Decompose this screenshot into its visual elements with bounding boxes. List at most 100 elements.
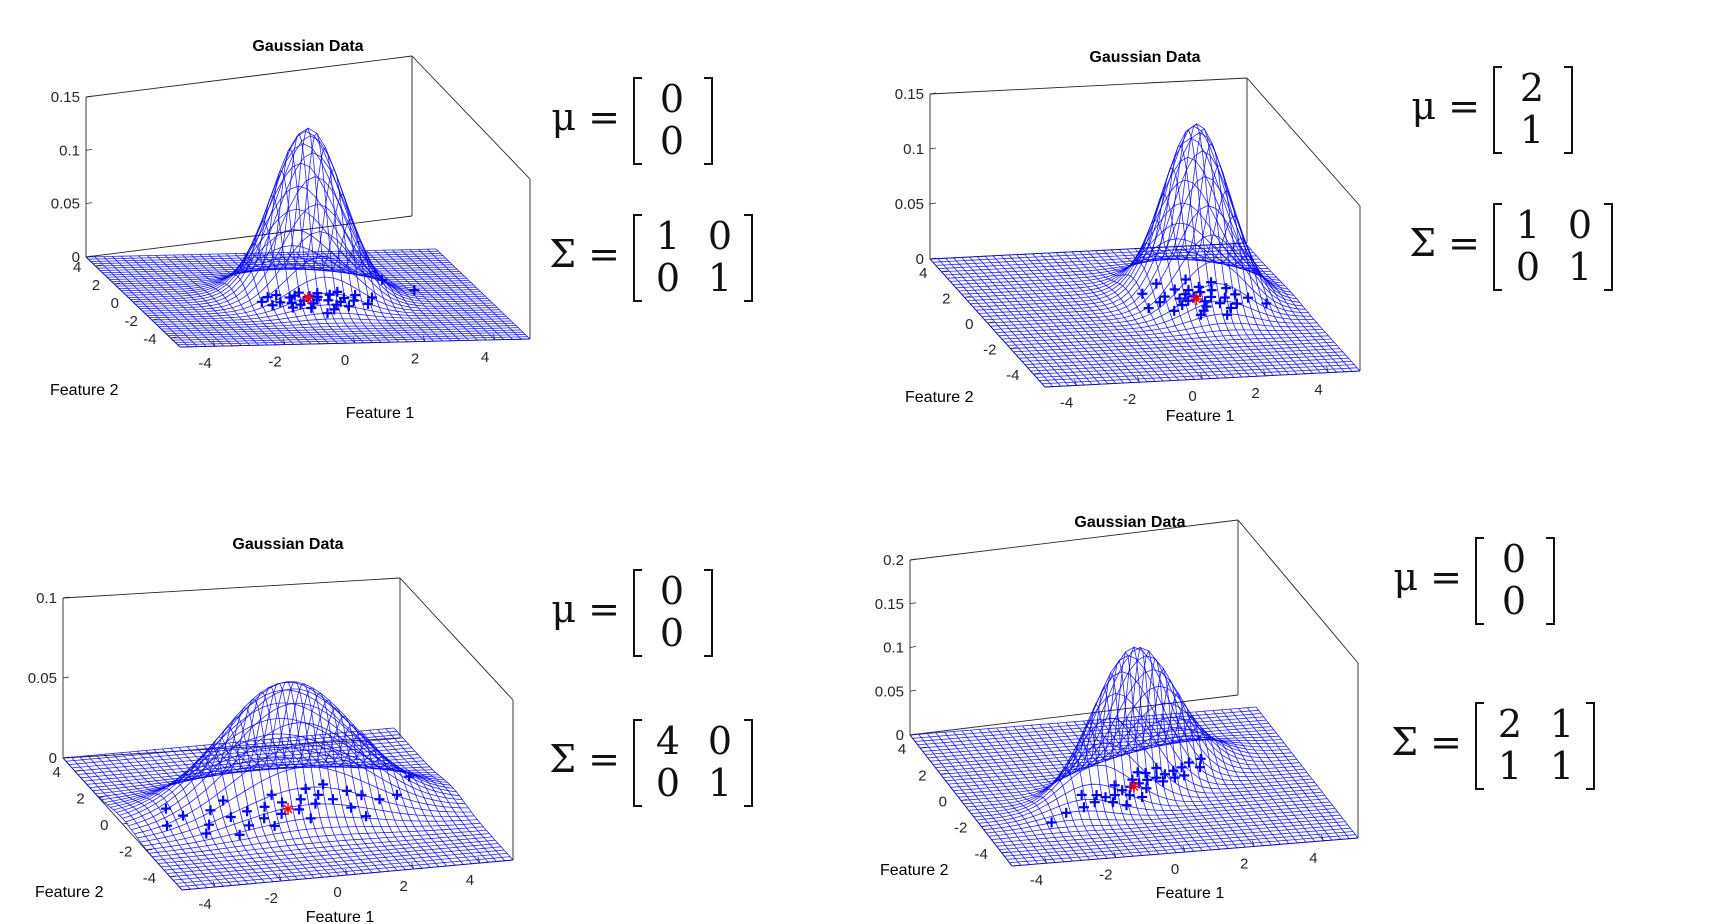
mesh-line	[178, 856, 511, 888]
sample-point	[256, 296, 267, 307]
sample-point	[1200, 296, 1211, 307]
x-axis-label: Feature 1	[346, 405, 415, 422]
mesh-line	[165, 325, 516, 334]
mesh-line	[958, 647, 1305, 798]
y-axis-label: Feature 2	[880, 862, 949, 879]
formula-1: μ = 00Σ = 1 00 1	[549, 77, 753, 302]
left-bracket	[1493, 203, 1502, 291]
sigma-label: Σ =	[549, 737, 620, 781]
sample-point	[1137, 288, 1148, 299]
z-tick-label: 0	[72, 249, 80, 266]
y-tick-label: -4	[974, 846, 987, 863]
mesh-line	[967, 156, 1283, 301]
x-tick-label: 2	[411, 350, 419, 367]
y-tick-mark	[170, 875, 177, 878]
x-tick-label: 2	[1251, 385, 1259, 402]
x-tick-label: -2	[265, 890, 278, 907]
mesh-line	[149, 276, 500, 319]
y-tick-label: 4	[73, 259, 81, 276]
mesh-line	[176, 853, 508, 884]
x-tick-mark	[1113, 851, 1117, 858]
mesh-line	[991, 811, 1338, 840]
mesh-line	[932, 245, 1248, 263]
z-tick-label: 0.1	[903, 141, 924, 158]
mesh-line	[981, 150, 1297, 317]
mesh-line	[996, 283, 1312, 333]
mesh-line	[111, 263, 462, 283]
mesh-line	[143, 803, 475, 847]
mesh-line	[151, 292, 502, 321]
mesh-line	[1004, 322, 1320, 343]
sample-point	[1132, 767, 1143, 778]
mesh-line	[134, 744, 466, 835]
sample-point	[1193, 281, 1204, 292]
sample-point	[348, 295, 359, 306]
mesh-line	[71, 737, 403, 769]
sigma-entry: 1	[1568, 245, 1592, 289]
sample-point	[363, 299, 374, 309]
mesh-line	[993, 260, 1309, 330]
mesh-line	[104, 266, 455, 276]
sample-point	[1109, 780, 1120, 791]
mesh-line	[97, 259, 448, 269]
x-tick-mark	[477, 856, 481, 864]
axis-edge	[929, 77, 1248, 95]
z-tick-label: 0.15	[875, 596, 904, 613]
x-tick-label: -4	[1030, 872, 1043, 889]
x-tick-label: 4	[481, 349, 489, 366]
mesh-line	[92, 760, 424, 792]
x-tick-mark	[1200, 372, 1203, 380]
mesh-line	[161, 320, 512, 330]
x-tick-mark	[1263, 369, 1266, 376]
sample-point	[1100, 792, 1111, 803]
x-tick-mark	[1044, 857, 1047, 864]
sample-point	[306, 303, 317, 314]
sample-point	[1194, 762, 1205, 773]
x-tick-mark	[1326, 366, 1329, 373]
mesh-line	[131, 722, 463, 831]
mesh-line	[909, 706, 1257, 736]
mesh-line	[1036, 361, 1352, 378]
mesh-line	[994, 814, 1341, 844]
z-tick-mark	[909, 689, 917, 692]
mesh-line	[941, 255, 1257, 273]
y-tick-mark	[920, 746, 927, 749]
mu-entry: 0	[660, 77, 684, 121]
sample-point	[346, 802, 357, 813]
sample-point	[1108, 797, 1119, 808]
mesh-line	[1021, 345, 1338, 362]
y-tick-label: -2	[983, 342, 996, 359]
mesh-line	[161, 836, 493, 868]
z-tick-mark	[62, 676, 70, 679]
right-bracket	[1586, 702, 1595, 790]
sigma-entry: 4	[656, 719, 680, 763]
sample-point	[295, 794, 306, 805]
mesh-line	[938, 252, 1254, 269]
z-tick-label: 0.1	[36, 590, 57, 607]
sample-point	[1243, 292, 1254, 303]
sample-point	[327, 794, 338, 805]
mesh-line	[1042, 367, 1358, 385]
mesh-line	[107, 268, 458, 278]
mesh-line	[963, 655, 1310, 805]
sample-point	[1231, 298, 1242, 309]
mesh-line	[988, 808, 1336, 837]
axis-edge	[85, 215, 413, 258]
z-tick-mark	[929, 92, 937, 95]
x-tick-label: 2	[1240, 855, 1248, 872]
sigma-entry: 0	[656, 761, 680, 805]
mesh-line	[172, 331, 524, 341]
mu-entry: 0	[1502, 579, 1526, 623]
x-tick-mark	[1137, 376, 1140, 383]
x-tick-label: -4	[198, 896, 211, 913]
mesh-line	[1030, 354, 1346, 372]
sigma-label: Σ =	[1391, 720, 1462, 764]
x-tick-label: 2	[400, 878, 408, 895]
z-tick-mark	[85, 255, 93, 258]
sample-point	[1219, 292, 1230, 303]
mesh-line	[1004, 827, 1351, 857]
mu-label: μ =	[551, 587, 620, 631]
y-tick-label: -4	[1006, 367, 1019, 384]
